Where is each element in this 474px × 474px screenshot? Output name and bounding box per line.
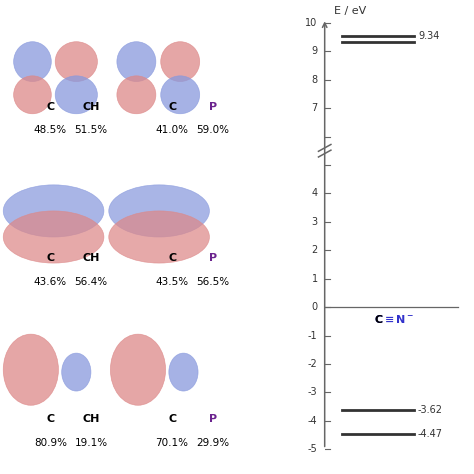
Text: 41.0%: 41.0% — [155, 125, 189, 136]
Text: CH: CH — [82, 253, 100, 264]
Ellipse shape — [161, 42, 200, 82]
Text: CH: CH — [82, 414, 100, 425]
Text: $\mathbf{C{\equiv}N^-}$: $\mathbf{C{\equiv}N^-}$ — [374, 313, 414, 326]
Text: -2: -2 — [308, 359, 318, 369]
Ellipse shape — [109, 211, 210, 263]
Text: C: C — [168, 253, 176, 264]
Text: 19.1%: 19.1% — [74, 438, 108, 448]
Text: -3.62: -3.62 — [418, 405, 443, 415]
Ellipse shape — [110, 334, 165, 405]
Ellipse shape — [117, 42, 156, 82]
Text: E / eV: E / eV — [334, 6, 366, 16]
Text: -4: -4 — [308, 416, 318, 426]
Text: 80.9%: 80.9% — [34, 438, 67, 448]
Ellipse shape — [55, 76, 98, 114]
Text: 7: 7 — [311, 103, 318, 113]
Ellipse shape — [169, 353, 198, 391]
Text: C: C — [46, 101, 55, 112]
Text: 43.6%: 43.6% — [34, 277, 67, 287]
Text: C: C — [46, 414, 55, 425]
Ellipse shape — [117, 76, 156, 114]
Text: 51.5%: 51.5% — [74, 125, 108, 136]
Text: 3: 3 — [311, 217, 318, 227]
Text: P: P — [209, 414, 217, 425]
Text: C: C — [168, 414, 176, 425]
Text: 4: 4 — [311, 188, 318, 199]
Text: P: P — [209, 101, 217, 112]
Ellipse shape — [14, 76, 51, 114]
Text: 2: 2 — [311, 245, 318, 255]
Text: -5: -5 — [308, 444, 318, 455]
Text: 70.1%: 70.1% — [155, 438, 189, 448]
Text: 9.34: 9.34 — [418, 30, 439, 41]
Ellipse shape — [14, 42, 51, 82]
Ellipse shape — [62, 353, 91, 391]
Text: CH: CH — [82, 101, 100, 112]
Text: C: C — [168, 101, 176, 112]
Text: 29.9%: 29.9% — [196, 438, 229, 448]
Text: 9: 9 — [311, 46, 318, 56]
Text: -1: -1 — [308, 330, 318, 341]
Ellipse shape — [3, 185, 104, 237]
Ellipse shape — [55, 42, 98, 82]
Text: 10: 10 — [305, 18, 318, 28]
Text: $\mathbf{C}$: $\mathbf{C}$ — [374, 313, 383, 326]
Text: 43.5%: 43.5% — [155, 277, 189, 287]
Text: P: P — [209, 253, 217, 264]
Text: 1: 1 — [311, 273, 318, 284]
Ellipse shape — [161, 76, 200, 114]
Text: -3: -3 — [308, 387, 318, 398]
Text: 0: 0 — [311, 302, 318, 312]
Text: 8: 8 — [311, 74, 318, 85]
Text: 56.5%: 56.5% — [196, 277, 229, 287]
Text: 59.0%: 59.0% — [196, 125, 229, 136]
Text: C: C — [46, 253, 55, 264]
Ellipse shape — [3, 211, 104, 263]
Text: -4.47: -4.47 — [418, 429, 443, 439]
Text: 48.5%: 48.5% — [34, 125, 67, 136]
Ellipse shape — [109, 185, 210, 237]
Ellipse shape — [3, 334, 58, 405]
Text: 56.4%: 56.4% — [74, 277, 108, 287]
